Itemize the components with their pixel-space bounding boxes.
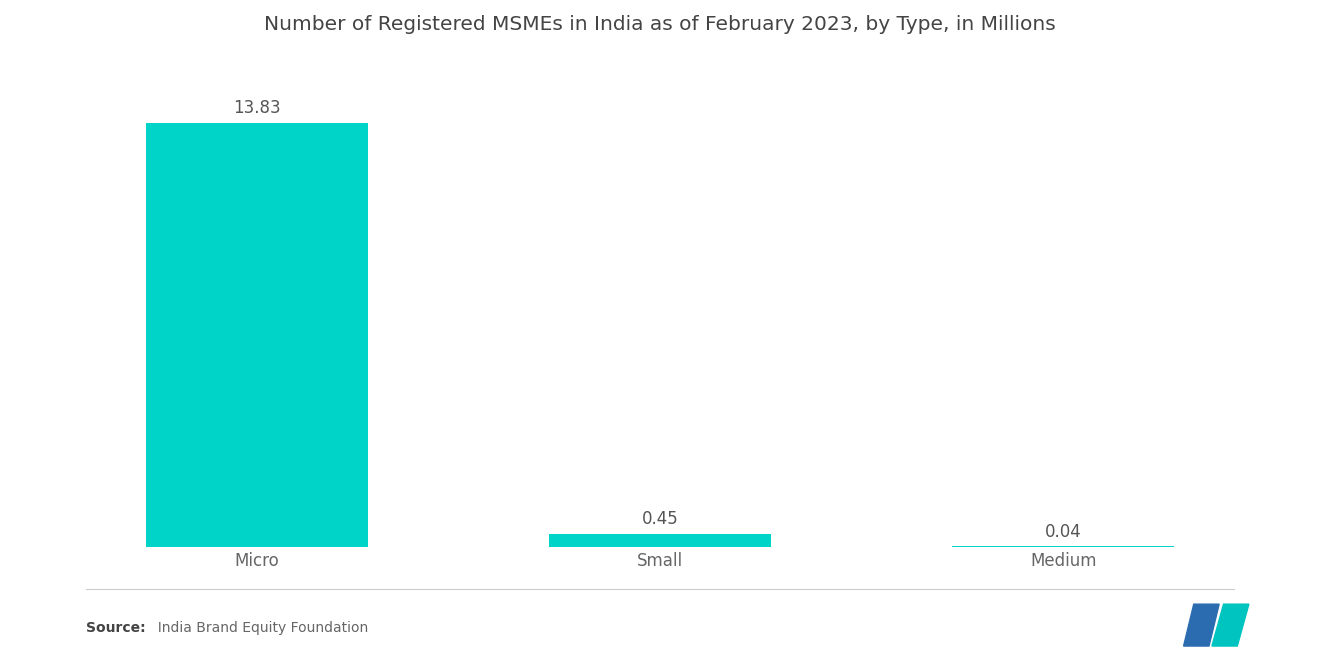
Text: 13.83: 13.83: [234, 99, 281, 118]
Bar: [549, 533, 771, 547]
Text: Source:: Source:: [86, 621, 145, 635]
Polygon shape: [1212, 604, 1249, 646]
Title: Number of Registered MSMEs in India as of February 2023, by Type, in Millions: Number of Registered MSMEs in India as o…: [264, 15, 1056, 34]
Text: 0.04: 0.04: [1044, 523, 1081, 541]
Polygon shape: [1184, 604, 1220, 646]
Bar: [147, 123, 368, 547]
Text: 0.45: 0.45: [642, 510, 678, 528]
Bar: [952, 546, 1173, 547]
Text: India Brand Equity Foundation: India Brand Equity Foundation: [149, 621, 368, 635]
